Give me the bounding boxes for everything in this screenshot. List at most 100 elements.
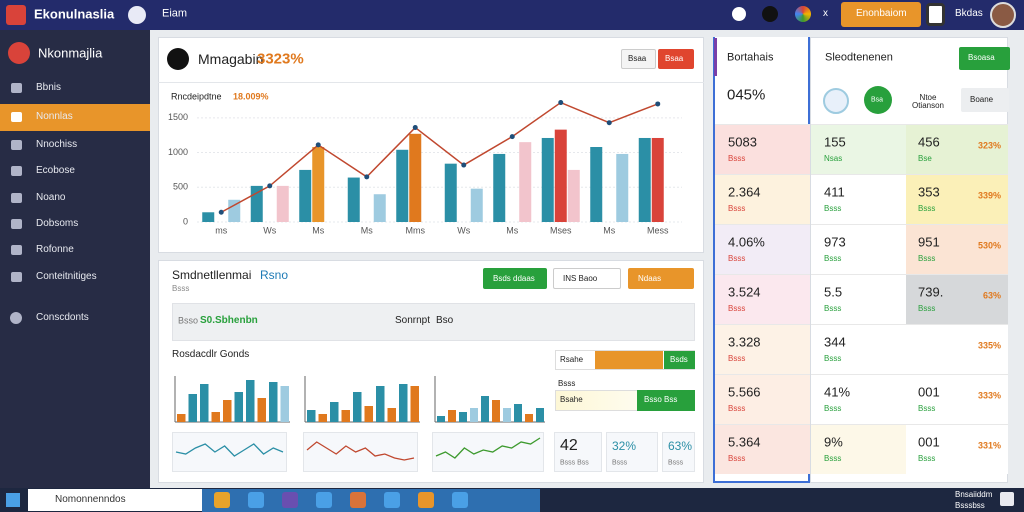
sparkline-box: [432, 432, 544, 472]
panel-button-label[interactable]: Bsds ddaas: [493, 274, 535, 283]
table-cell: [715, 124, 810, 174]
chart-button[interactable]: [621, 49, 656, 69]
top-row-button[interactable]: [961, 88, 1009, 112]
sidebar-icon: [11, 140, 22, 150]
app-title: Ekonulnaslia: [34, 6, 115, 22]
panel-button[interactable]: [483, 268, 547, 289]
cell-label: Bsss: [728, 454, 746, 463]
cell-label: Bsss: [918, 454, 936, 463]
top-row-button-label[interactable]: Boane: [970, 95, 994, 104]
search-label: Sonrnpt: [395, 315, 431, 326]
cell-percent: 335%: [977, 340, 1001, 351]
panel-button[interactable]: [553, 268, 621, 289]
cell-label: Nsas: [824, 154, 843, 163]
search-box[interactable]: [172, 303, 695, 341]
sidebar-item[interactable]: Nnochiss: [36, 139, 78, 150]
color-icon[interactable]: [795, 6, 811, 22]
sidebar-item[interactable]: Ecobose: [36, 165, 75, 176]
taskbar-app[interactable]: [452, 492, 468, 508]
sidebar-logo: [8, 42, 30, 64]
menu-label[interactable]: Eiam: [162, 7, 188, 20]
taskbar-app[interactable]: [214, 492, 230, 508]
sidebar-item[interactable]: Dobsoms: [36, 218, 79, 229]
sidebar-item[interactable]: Rofonne: [36, 244, 74, 255]
chart-card: [158, 37, 704, 253]
chart-headline: 3323%: [257, 50, 304, 68]
cell-value: 973: [824, 234, 846, 250]
progress-button-label[interactable]: Bsso Bss: [644, 395, 678, 404]
table-cell: [715, 424, 810, 474]
tray-date: Bsssbss: [955, 501, 985, 510]
app-logo: [6, 5, 26, 25]
table-cell: [811, 274, 906, 324]
panel-button[interactable]: [628, 268, 694, 289]
taskbar-app[interactable]: [350, 492, 366, 508]
panel-title: Smdnetllenmai: [172, 268, 252, 282]
table-header-button-label[interactable]: Bsoasa: [968, 53, 995, 62]
cell-value: 951: [918, 234, 940, 250]
cell-label: Bsss: [728, 204, 746, 213]
tray-time: Bnsaiiddm: [955, 490, 993, 499]
control-icon[interactable]: [864, 86, 892, 114]
profile-icon[interactable]: [762, 6, 778, 22]
tray-icon[interactable]: [1000, 492, 1014, 506]
taskbar-app[interactable]: [248, 492, 264, 508]
cell-percent: 333%: [977, 390, 1001, 401]
sidebar-icon: [11, 245, 22, 255]
panel-button-label[interactable]: INS Baoo: [563, 274, 598, 283]
progress-button-label[interactable]: Bsds: [670, 355, 688, 364]
cell-percent: 339%: [977, 190, 1001, 201]
table-cell: [715, 374, 810, 424]
cell-value: 5.566: [728, 384, 761, 400]
sidebar-item[interactable]: Conteitnitiges: [36, 271, 97, 282]
cell-label: Bsss: [918, 254, 936, 263]
cell-label: Bsss: [824, 354, 842, 363]
header-accent: [714, 38, 717, 76]
cell-percent: 63%: [982, 290, 1001, 301]
chart-button-label[interactable]: Bsaa: [665, 54, 684, 63]
table-cell: [715, 174, 810, 224]
settings-icon[interactable]: [732, 7, 746, 21]
start-button[interactable]: [6, 493, 20, 507]
cell-label: Bsss: [824, 454, 842, 463]
cell-label: Bsss: [824, 254, 842, 263]
chart-logo: [167, 48, 189, 70]
table-header-button[interactable]: [959, 47, 1010, 70]
progress-button[interactable]: [664, 351, 695, 369]
taskbar-app[interactable]: [316, 492, 332, 508]
sidebar-item[interactable]: Bbnis: [36, 82, 62, 93]
kpi-value: 32%: [612, 439, 637, 453]
table-cell: [811, 374, 906, 424]
panel-button-label[interactable]: Ndaas: [638, 274, 662, 283]
taskbar-search-text[interactable]: Nomonnenndos: [55, 494, 126, 505]
sidebar-item[interactable]: Nonnlas: [36, 111, 73, 122]
cell-value: 2.364: [728, 184, 761, 200]
taskbar-app[interactable]: [384, 492, 400, 508]
chart-button-label[interactable]: Bsaa: [628, 54, 647, 63]
taskbar-app[interactable]: [418, 492, 434, 508]
chart-button[interactable]: [658, 49, 694, 69]
sidebar-footer-item[interactable]: Conscdonts: [36, 312, 89, 323]
sidebar-item[interactable]: Noano: [36, 192, 66, 203]
kpi-label: Bsss: [612, 459, 628, 467]
action-button[interactable]: [841, 2, 921, 27]
chat-icon[interactable]: [128, 6, 146, 24]
panel-subtitle: Bsss: [172, 284, 190, 293]
taskbar-app[interactable]: [282, 492, 298, 508]
cell-value: 4.06%: [728, 234, 765, 250]
taskbar-search[interactable]: [28, 489, 202, 511]
action-button-label[interactable]: Enonbaiom: [856, 8, 907, 19]
cell-value: 353: [918, 184, 940, 200]
cell-label: Bsss: [824, 204, 842, 213]
progress-button[interactable]: [637, 390, 695, 411]
search-value: Bso: [436, 315, 454, 326]
avatar[interactable]: [990, 2, 1016, 28]
sidebar-icon: [11, 272, 22, 282]
close-button[interactable]: x: [823, 8, 828, 19]
table-cell: [715, 324, 810, 374]
sidebar: [0, 30, 150, 488]
cell-label: Bsss: [918, 304, 936, 313]
toggle-button[interactable]: [926, 3, 945, 26]
control-icon[interactable]: [823, 88, 849, 114]
